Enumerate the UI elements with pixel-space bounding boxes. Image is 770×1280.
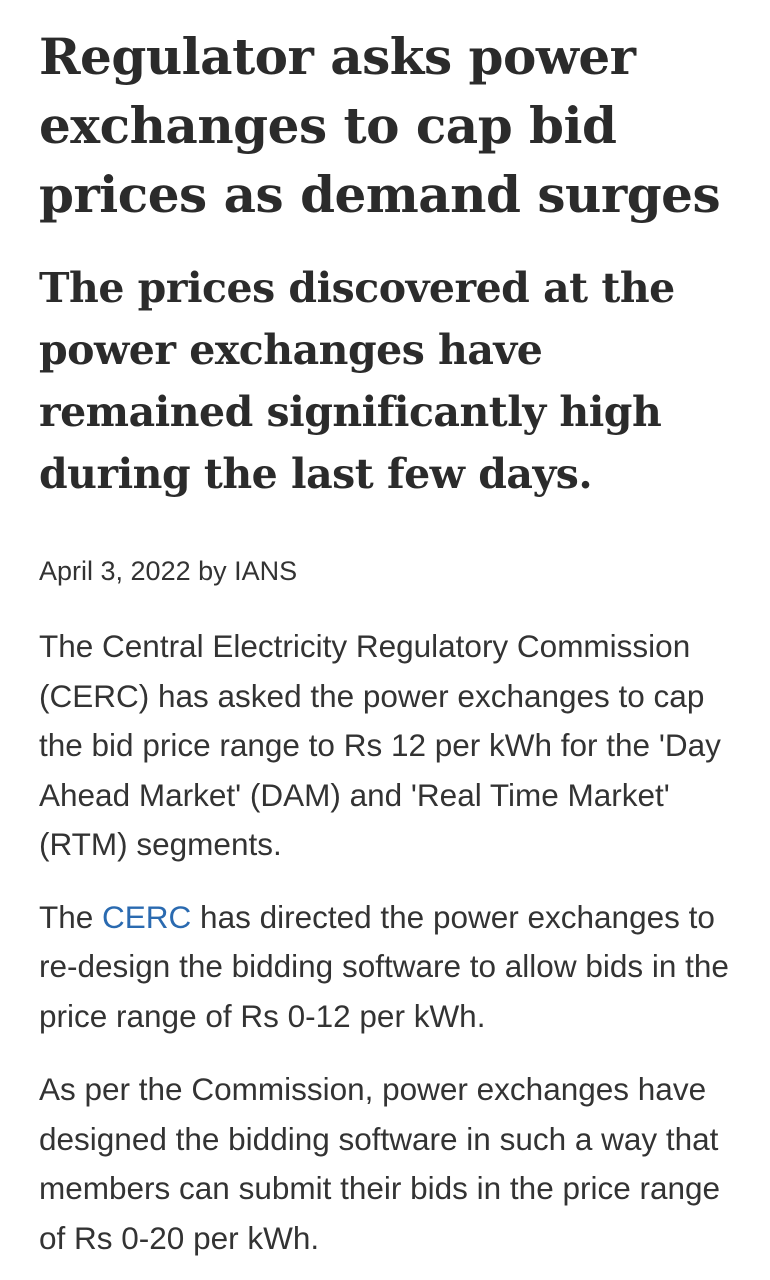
byline: April 3, 2022 by IANS — [39, 556, 298, 586]
paragraph-2-after: has directed the power exchanges to re-d… — [39, 898, 729, 1034]
paragraph-3: As per the Commission, power exchanges h… — [39, 1071, 721, 1256]
cerc-link[interactable]: CERC — [102, 898, 192, 935]
paragraph-2-before: The — [39, 898, 103, 935]
article: Regulator asks power exchanges to cap bi… — [39, 22, 739, 1263]
paragraph-2: The CERC has directed the power exchange… — [39, 893, 739, 1042]
paragraph-1: The Central Electricity Regulatory Commi… — [39, 628, 721, 862]
subheadline: The prices discovered at the power excha… — [39, 264, 675, 498]
headline: Regulator asks power exchanges to cap bi… — [39, 27, 721, 224]
